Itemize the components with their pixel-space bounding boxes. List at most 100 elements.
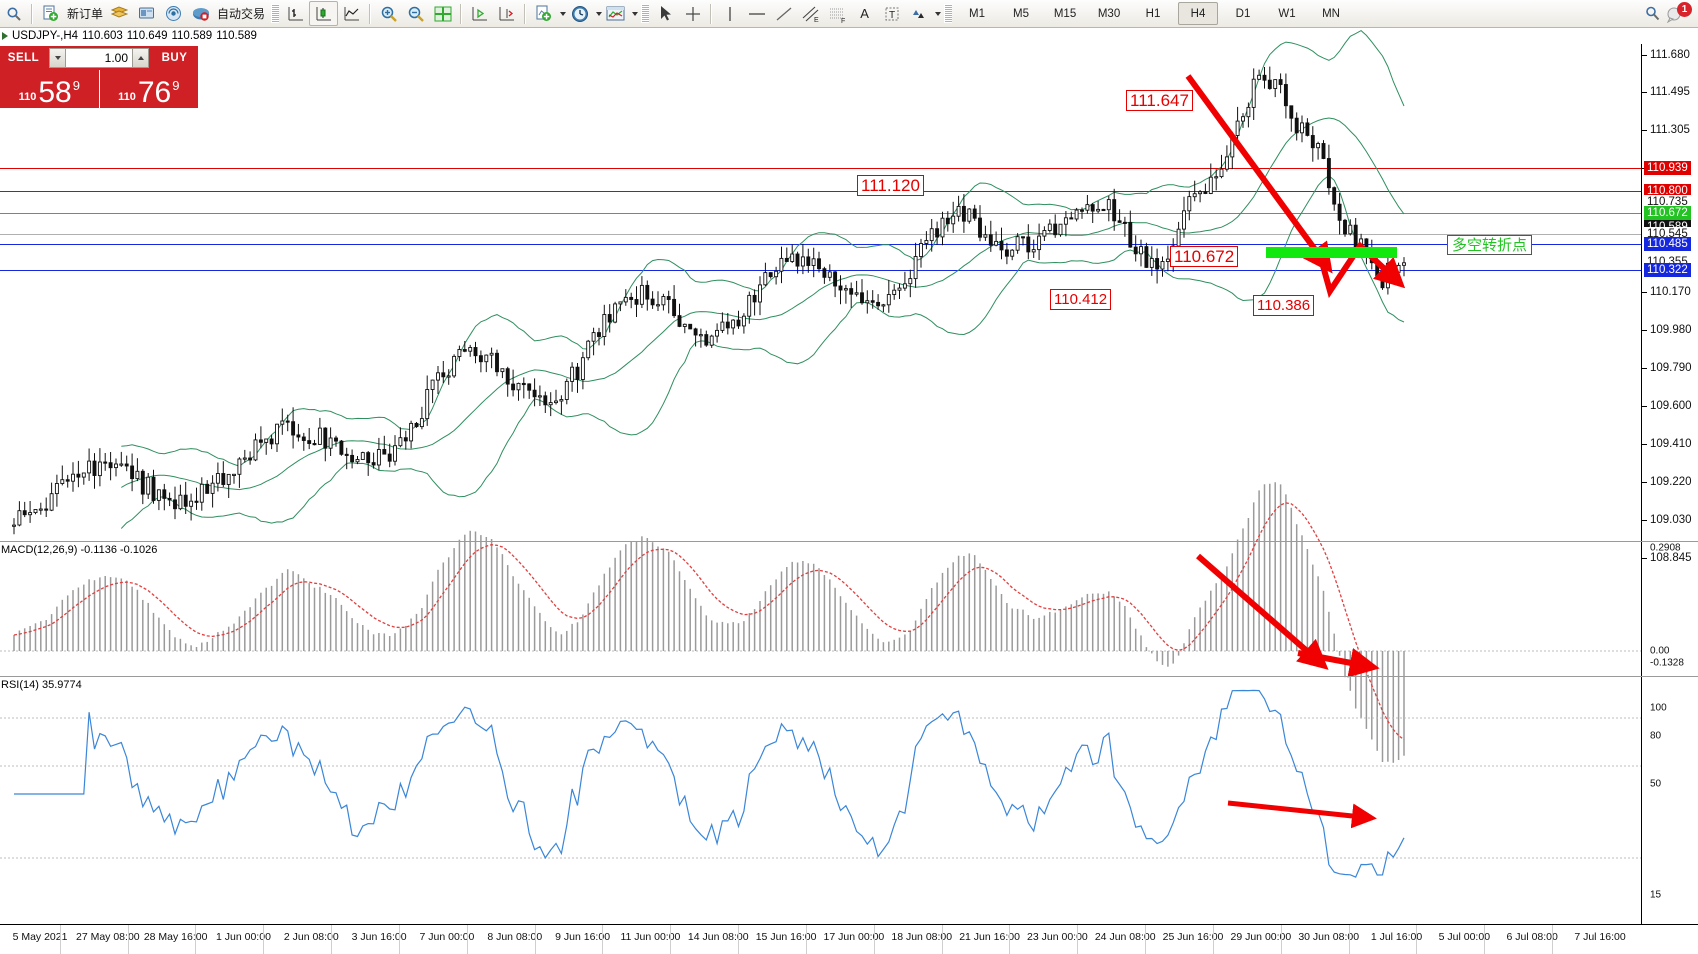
macd-signal-line	[13, 502, 1405, 741]
zoom-out-icon[interactable]	[402, 2, 429, 25]
toolbar-separator-3	[460, 3, 463, 24]
price-chart[interactable]: 111.647 111.120 110.672 110.412 110.386 …	[0, 29, 1641, 924]
price-axis[interactable]: 111.680 111.495 111.305 111.115 110.939 …	[1641, 44, 1698, 924]
macd-panel-divider	[0, 541, 1698, 542]
timeframe-mn[interactable]: MN	[1322, 7, 1340, 20]
toolbar-separator-5	[710, 3, 713, 24]
book-icon[interactable]	[106, 2, 133, 25]
signals-icon[interactable]	[160, 2, 187, 25]
axis-tick	[1642, 368, 1647, 369]
zoom-in-icon[interactable]	[375, 2, 402, 25]
templates-dropdown-icon[interactable]	[632, 11, 639, 16]
time-axis-label: 1 Jul 16:00	[1370, 931, 1423, 943]
time-axis-label: 5 Jul 00:00	[1438, 931, 1491, 943]
time-axis-separator	[1009, 925, 1011, 954]
indicators-icon[interactable]	[530, 2, 557, 25]
new-order-label[interactable]: 新订单	[67, 7, 104, 21]
volume-decrease-button[interactable]	[49, 48, 66, 68]
time-axis-separator	[1145, 925, 1147, 954]
chart-shift-icon[interactable]	[493, 2, 520, 25]
sell-price-main: 58	[38, 76, 72, 109]
buy-price[interactable]: 110 76 9	[98, 70, 198, 108]
time-axis-separator	[398, 925, 400, 954]
time-axis-separator	[602, 925, 604, 954]
rsi-label: RSI(14) 35.9774	[0, 679, 83, 691]
rsi-trend-arrow	[1227, 800, 1377, 829]
search-icon[interactable]	[1639, 2, 1666, 25]
time-axis-separator	[1484, 925, 1486, 954]
one-click-trading-panel[interactable]: SELL 1.00 BUY 110 58 9 110 76 9	[0, 46, 198, 108]
buy-button[interactable]: BUY	[151, 46, 198, 70]
horizontal-line-icon[interactable]	[743, 2, 770, 25]
timeframe-d1[interactable]: D1	[1235, 7, 1251, 20]
time-axis-label: 24 Jun 08:00	[1094, 931, 1156, 943]
autotrade-icon[interactable]	[187, 2, 214, 25]
trade-panel-top: SELL 1.00 BUY	[0, 46, 198, 70]
rsi-panel-divider	[0, 676, 1698, 677]
cursor-icon[interactable]	[652, 2, 679, 25]
objects-icon[interactable]	[905, 2, 932, 25]
time-axis-label: 3 Jun 16:00	[351, 931, 407, 943]
timeframe-m30[interactable]: M30	[1097, 7, 1121, 20]
timeframe-h1[interactable]: H1	[1145, 7, 1161, 20]
svg-text:F: F	[841, 18, 845, 23]
search-symbol-icon[interactable]	[0, 2, 27, 25]
time-axis-separator	[941, 925, 943, 954]
equidistant-channel-icon[interactable]: E	[797, 2, 824, 25]
candlestick-series	[12, 29, 1406, 535]
time-axis-separator	[670, 925, 672, 954]
toolbar-grip-2[interactable]	[641, 4, 650, 23]
time-axis-label: 2 Jun 08:00	[283, 931, 339, 943]
candlestick-chart-icon[interactable]	[309, 1, 339, 26]
timeframe-m5[interactable]: M5	[1013, 7, 1030, 20]
trend-line-icon[interactable]	[770, 2, 797, 25]
tile-windows-icon[interactable]	[429, 2, 456, 25]
text-label-icon[interactable]: T	[878, 2, 905, 25]
volume-stepper[interactable]: 1.00	[47, 46, 151, 70]
timeframe-h4[interactable]: H4	[1178, 2, 1219, 25]
axis-tick	[1642, 558, 1647, 559]
rsi-axis-label-80: 80	[1650, 730, 1662, 742]
sell-price[interactable]: 110 58 9	[0, 70, 99, 108]
notification-icon[interactable]: 1	[1666, 1, 1692, 25]
time-axis[interactable]: 5 May 2021 27 May 08:00 28 May 16:00 1 Jun …	[0, 924, 1698, 954]
time-axis-label: 18 Jun 08:00	[891, 931, 953, 943]
axis-label-108845: 108.845	[1650, 552, 1692, 564]
axis-tick	[1642, 444, 1647, 445]
rsi-axis-label-15: 15	[1650, 889, 1662, 901]
auto-scroll-icon[interactable]	[466, 2, 493, 25]
fibonacci-icon[interactable]: F	[824, 2, 851, 25]
vertical-line-icon[interactable]	[716, 2, 743, 25]
periods-dropdown-icon[interactable]	[596, 11, 603, 16]
line-chart-icon[interactable]	[338, 2, 365, 25]
bollinger-middle-band	[121, 117, 1405, 491]
annotation-110386: 110.386	[1253, 295, 1315, 316]
volume-input[interactable]: 1.00	[66, 48, 132, 68]
text-icon[interactable]: A	[860, 6, 869, 21]
templates-icon[interactable]	[602, 2, 629, 25]
timeframe-m1[interactable]: M1	[969, 7, 986, 20]
chart-indicator-icon	[2, 32, 8, 40]
toolbar-separator-2	[369, 3, 372, 24]
crosshair-icon[interactable]	[679, 2, 706, 25]
autotrade-label[interactable]: 自动交易	[217, 7, 266, 21]
toolbar-grip-3[interactable]	[944, 4, 953, 23]
new-order-icon[interactable]	[37, 2, 64, 25]
buy-price-prefix: 110	[118, 91, 136, 103]
periods-icon[interactable]	[566, 2, 593, 25]
sell-button[interactable]: SELL	[0, 46, 47, 70]
time-axis-label: 27 May 08:00	[75, 931, 140, 943]
time-axis-separator	[59, 925, 61, 954]
objects-dropdown-icon[interactable]	[935, 11, 942, 16]
axis-tick	[1642, 520, 1647, 521]
quote-high: 110.649	[126, 30, 168, 42]
terminal-icon[interactable]	[133, 2, 160, 25]
timeframe-w1[interactable]: W1	[1278, 7, 1296, 20]
toolbar-grip[interactable]	[271, 4, 280, 23]
zigzag-arrow	[1315, 241, 1406, 299]
bar-chart-icon[interactable]	[282, 2, 309, 25]
time-axis-label: 8 Jun 08:00	[487, 931, 543, 943]
timeframe-m15[interactable]: M15	[1053, 7, 1077, 20]
volume-increase-button[interactable]	[132, 48, 149, 68]
indicators-dropdown-icon[interactable]	[560, 11, 567, 16]
